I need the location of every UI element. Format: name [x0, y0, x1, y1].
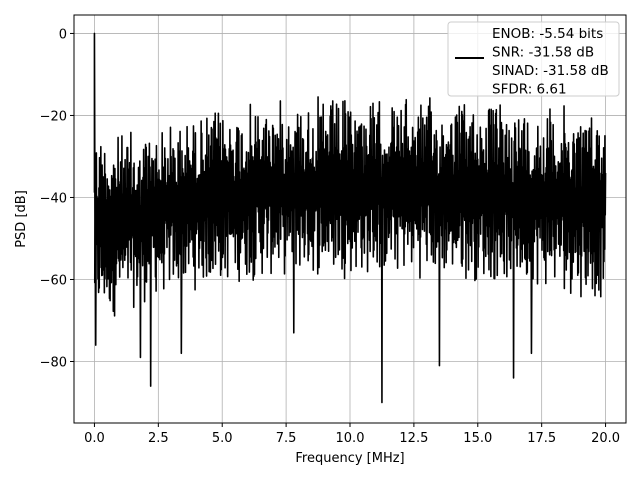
x-axis: 0.0 2.5 5.0 7.5 10.0 12.5 15.0 17.5 20.0 — [84, 423, 620, 446]
x-tick-label: 17.5 — [527, 431, 556, 446]
legend: ENOB: -5.54 bits SNR: -31.58 dB SINAD: -31… — [447, 21, 620, 98]
y-tick-label: −20 — [40, 109, 67, 124]
x-tick-label: 10.0 — [336, 431, 365, 446]
y-axis-label: PSD [dB] — [14, 190, 29, 248]
legend-line-text: SFDR: 6.61 — [492, 82, 567, 98]
x-axis-label: Frequency [MHz] — [295, 451, 404, 466]
legend-entry-label: ENOB: -5.54 bits SNR: -31.58 dB SINAD: -31… — [492, 26, 609, 98]
legend-line-text: SNR: -31.58 dB — [492, 45, 594, 61]
x-tick-label: 12.5 — [399, 431, 428, 446]
x-tick-label: 0.0 — [84, 431, 105, 446]
x-tick-label: 15.0 — [463, 431, 492, 446]
y-tick-label: −80 — [40, 355, 67, 370]
x-tick-label: 5.0 — [212, 431, 233, 446]
y-tick-label: −60 — [40, 273, 67, 288]
legend-box — [447, 21, 620, 97]
x-tick-label: 2.5 — [148, 431, 169, 446]
y-axis: 0 −20 −40 −60 −80 — [40, 27, 74, 370]
legend-line-text: ENOB: -5.54 bits — [492, 26, 603, 42]
x-tick-label: 7.5 — [276, 431, 297, 446]
series-layer — [93, 32, 607, 404]
psd-series-line — [93, 32, 607, 404]
x-tick-label: 20.0 — [591, 431, 620, 446]
y-tick-label: 0 — [59, 27, 67, 42]
y-tick-label: −40 — [40, 191, 67, 206]
legend-line-text: SINAD: -31.58 dB — [492, 63, 609, 79]
